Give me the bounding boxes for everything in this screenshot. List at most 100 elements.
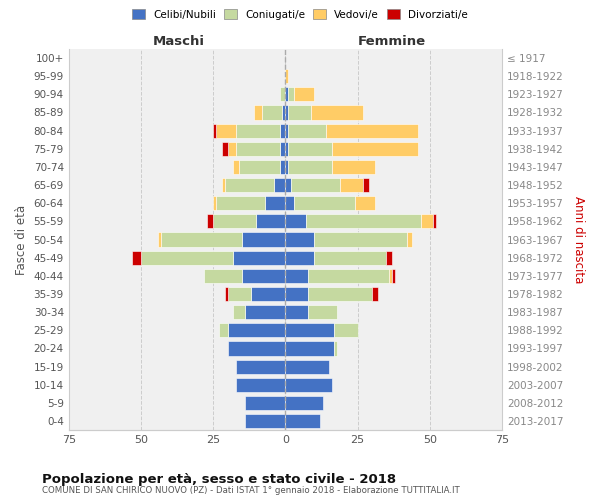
Bar <box>283 106 286 120</box>
Bar <box>332 160 375 174</box>
Bar <box>286 69 288 83</box>
Bar <box>158 232 161 246</box>
Bar <box>208 214 213 228</box>
Bar <box>332 142 418 156</box>
Bar <box>288 160 332 174</box>
Text: Popolazione per età, sesso e stato civile - 2018: Popolazione per età, sesso e stato civil… <box>42 472 396 486</box>
Bar <box>227 142 236 156</box>
Bar <box>262 106 283 120</box>
Bar <box>288 124 326 138</box>
Bar <box>340 178 364 192</box>
Bar <box>280 124 286 138</box>
Bar <box>132 250 141 265</box>
Bar <box>286 124 288 138</box>
Bar <box>236 142 280 156</box>
Text: Maschi: Maschi <box>152 35 205 48</box>
Bar <box>233 250 286 265</box>
Bar <box>308 305 337 319</box>
Bar <box>236 360 286 374</box>
Bar <box>326 124 418 138</box>
Bar <box>242 232 286 246</box>
Bar <box>280 142 286 156</box>
Bar <box>421 214 433 228</box>
Bar <box>216 124 236 138</box>
Bar <box>213 214 256 228</box>
Bar <box>286 378 332 392</box>
Bar <box>205 269 242 283</box>
Bar <box>254 106 262 120</box>
Bar <box>308 269 389 283</box>
Bar <box>407 232 412 246</box>
Bar <box>239 160 280 174</box>
Bar <box>389 269 392 283</box>
Bar <box>242 269 286 283</box>
Bar <box>288 142 332 156</box>
Bar <box>286 342 334 355</box>
Bar <box>364 178 369 192</box>
Bar <box>286 160 288 174</box>
Bar <box>372 287 378 301</box>
Bar <box>161 232 242 246</box>
Bar <box>286 87 288 102</box>
Bar <box>222 178 224 192</box>
Bar <box>286 414 320 428</box>
Bar <box>286 305 308 319</box>
Legend: Celibi/Nubili, Coniugati/e, Vedovi/e, Divorziati/e: Celibi/Nubili, Coniugati/e, Vedovi/e, Di… <box>128 5 472 24</box>
Bar <box>291 178 340 192</box>
Bar <box>286 106 288 120</box>
Bar <box>286 142 288 156</box>
Bar <box>334 323 358 338</box>
Bar <box>392 269 395 283</box>
Text: COMUNE DI SAN CHIRICO NUOVO (PZ) - Dati ISTAT 1° gennaio 2018 - Elaborazione TUT: COMUNE DI SAN CHIRICO NUOVO (PZ) - Dati … <box>42 486 460 495</box>
Bar <box>265 196 286 210</box>
Bar <box>386 250 392 265</box>
Bar <box>334 342 337 355</box>
Bar <box>227 342 286 355</box>
Bar <box>236 124 280 138</box>
Bar <box>314 232 407 246</box>
Bar <box>141 250 233 265</box>
Bar <box>227 323 286 338</box>
Bar <box>286 196 294 210</box>
Bar <box>224 287 227 301</box>
Bar <box>245 305 286 319</box>
Bar <box>216 196 265 210</box>
Bar <box>286 250 314 265</box>
Bar <box>213 124 216 138</box>
Bar <box>288 87 294 102</box>
Bar <box>222 142 227 156</box>
Bar <box>274 178 286 192</box>
Bar <box>311 106 364 120</box>
Bar <box>213 196 216 210</box>
Bar <box>286 323 334 338</box>
Y-axis label: Fasce di età: Fasce di età <box>15 204 28 274</box>
Bar <box>251 287 286 301</box>
Bar <box>256 214 286 228</box>
Bar <box>219 323 227 338</box>
Bar <box>236 378 286 392</box>
Bar <box>280 160 286 174</box>
Bar <box>286 396 323 410</box>
Bar <box>294 87 314 102</box>
Bar <box>286 232 314 246</box>
Bar <box>308 287 372 301</box>
Bar <box>286 178 291 192</box>
Bar <box>286 269 308 283</box>
Bar <box>233 160 239 174</box>
Bar <box>286 287 308 301</box>
Bar <box>355 196 375 210</box>
Bar <box>288 106 311 120</box>
Bar <box>305 214 421 228</box>
Bar <box>294 196 355 210</box>
Bar <box>224 178 274 192</box>
Bar <box>286 360 329 374</box>
Text: Femmine: Femmine <box>358 35 427 48</box>
Bar <box>433 214 436 228</box>
Y-axis label: Anni di nascita: Anni di nascita <box>572 196 585 283</box>
Bar <box>280 87 286 102</box>
Bar <box>245 396 286 410</box>
Bar <box>245 414 286 428</box>
Bar <box>233 305 245 319</box>
Bar <box>314 250 386 265</box>
Bar <box>227 287 251 301</box>
